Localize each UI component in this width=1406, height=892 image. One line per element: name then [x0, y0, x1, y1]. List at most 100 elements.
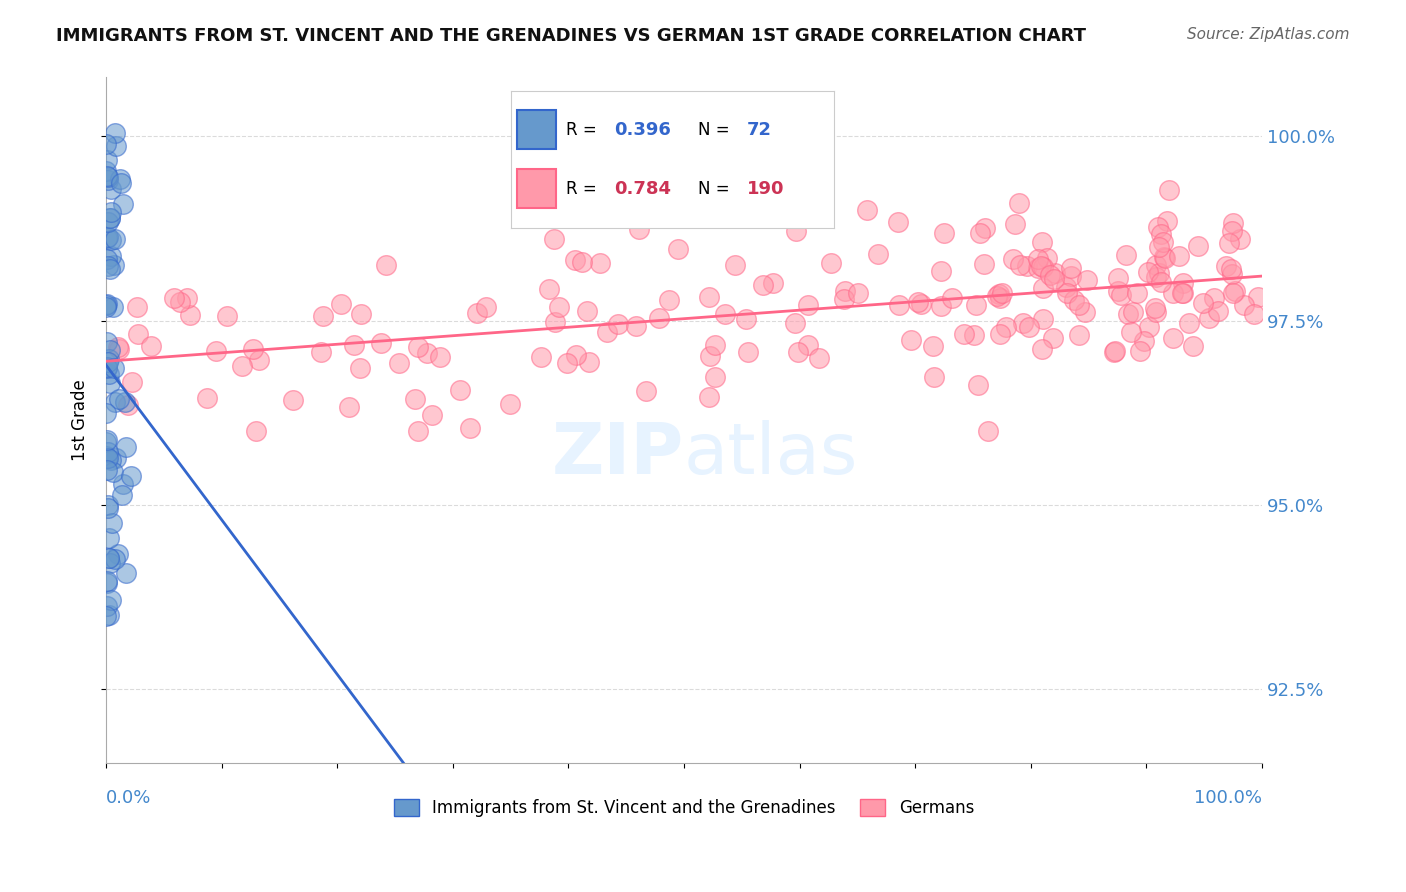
Point — [1107, 284, 1129, 298]
Point — [1153, 250, 1175, 264]
Point — [1043, 272, 1066, 286]
Point — [103, 552, 125, 566]
Point — [176, 291, 198, 305]
Point — [97, 501, 120, 516]
Point — [349, 361, 371, 376]
Point — [249, 352, 271, 367]
Point — [1222, 216, 1244, 230]
Point — [846, 285, 869, 300]
Point — [796, 338, 818, 352]
Point — [112, 476, 135, 491]
Point — [101, 465, 124, 479]
Point — [96, 451, 118, 466]
Point — [120, 469, 142, 483]
Point — [245, 425, 267, 439]
Point — [1149, 266, 1171, 280]
Point — [1116, 307, 1139, 321]
Point — [1167, 249, 1189, 263]
Point — [1115, 247, 1137, 261]
Point — [1032, 260, 1054, 274]
Point — [1144, 269, 1167, 284]
Point — [98, 211, 121, 225]
Point — [988, 326, 1011, 341]
Point — [1208, 303, 1230, 318]
Point — [564, 253, 586, 268]
Point — [98, 531, 121, 545]
Point — [1149, 275, 1171, 289]
Point — [1219, 261, 1241, 276]
Point — [96, 359, 118, 374]
Point — [96, 463, 118, 477]
Point — [929, 264, 952, 278]
Point — [96, 406, 118, 420]
Point — [1132, 334, 1154, 348]
Point — [931, 299, 953, 313]
Point — [100, 204, 122, 219]
Point — [1220, 268, 1243, 282]
Point — [1177, 316, 1199, 330]
Point — [1069, 298, 1091, 312]
Point — [1031, 342, 1053, 356]
Point — [98, 351, 121, 366]
Point — [1038, 268, 1060, 282]
Point — [101, 516, 124, 530]
Point — [1191, 295, 1213, 310]
Point — [96, 164, 118, 178]
Point — [105, 451, 128, 466]
Point — [101, 300, 124, 314]
Point — [195, 391, 218, 405]
Point — [1243, 307, 1265, 321]
Point — [97, 230, 120, 244]
Point — [100, 182, 122, 196]
Point — [97, 259, 120, 273]
Point — [94, 300, 117, 314]
Point — [1229, 232, 1251, 246]
Point — [127, 327, 149, 342]
Point — [281, 392, 304, 407]
Point — [94, 450, 117, 464]
Point — [1144, 304, 1167, 318]
Point — [1170, 285, 1192, 300]
Point — [97, 444, 120, 458]
Legend: Immigrants from St. Vincent and the Grenadines, Germans: Immigrants from St. Vincent and the Gren… — [387, 792, 981, 823]
Point — [406, 340, 429, 354]
Point — [404, 392, 426, 406]
Point — [163, 292, 186, 306]
Point — [98, 343, 121, 358]
Point — [97, 173, 120, 187]
Point — [97, 608, 120, 623]
Point — [834, 284, 856, 298]
Point — [100, 262, 122, 277]
Point — [969, 227, 991, 241]
Point — [571, 255, 593, 269]
Point — [544, 315, 567, 329]
Point — [941, 291, 963, 305]
Point — [910, 297, 932, 311]
Point — [1001, 252, 1024, 266]
Point — [96, 169, 118, 184]
Point — [97, 498, 120, 512]
Point — [98, 557, 121, 571]
Point — [543, 232, 565, 246]
Point — [966, 378, 988, 392]
Point — [498, 397, 520, 411]
Point — [1156, 213, 1178, 227]
Point — [1147, 220, 1170, 235]
Point — [96, 435, 118, 450]
Point — [538, 282, 561, 296]
Point — [1187, 239, 1209, 253]
Point — [1129, 343, 1152, 358]
Point — [1104, 344, 1126, 359]
Point — [1008, 196, 1031, 211]
Point — [1104, 343, 1126, 358]
Point — [1171, 285, 1194, 300]
Point — [96, 575, 118, 590]
Text: atlas: atlas — [683, 420, 858, 489]
Point — [100, 211, 122, 225]
Point — [205, 343, 228, 358]
Point — [97, 367, 120, 381]
Point — [626, 318, 648, 333]
Point — [530, 350, 553, 364]
Point — [1054, 280, 1077, 294]
Point — [1045, 266, 1067, 280]
